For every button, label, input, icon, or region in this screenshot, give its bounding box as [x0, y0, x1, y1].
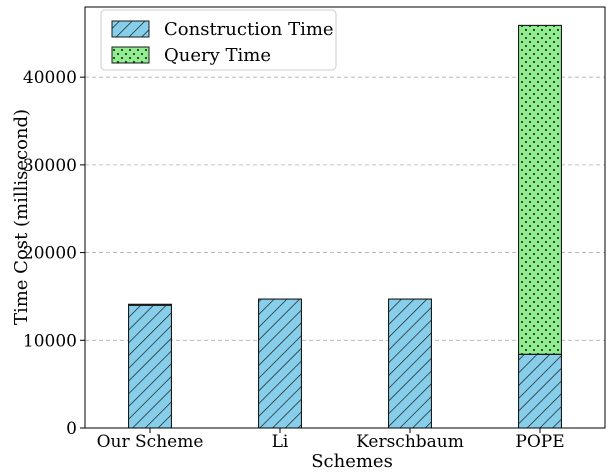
bar-hatch-construction-time-pope	[518, 353, 562, 429]
x-tick-label: Our Scheme	[97, 432, 204, 452]
x-axis-label: Schemes	[311, 451, 393, 472]
bar-hatch-construction-time-our-scheme	[128, 304, 172, 429]
legend-swatch-construction-time-hatch	[111, 20, 150, 38]
legend-box	[100, 9, 337, 71]
y-tick-label: 0	[66, 419, 77, 439]
bar-hatch-query-time-pope	[518, 24, 562, 355]
y-tick-label: 20000	[23, 244, 77, 264]
y-tick-label: 10000	[23, 331, 77, 351]
y-tick-label: 40000	[23, 68, 77, 88]
x-tick-label: Kerschbaum	[356, 432, 464, 452]
y-tick-label: 30000	[23, 156, 77, 176]
legend-entry-query-time: Query Time	[111, 45, 271, 66]
legend-swatch-query-time-hatch	[111, 46, 150, 64]
legend: Construction Time Query Time	[100, 9, 337, 71]
bar-hatch-query-time-our-scheme	[128, 303, 172, 306]
plot-frame	[84, 6, 606, 429]
legend-label-query-time: Query Time	[164, 45, 271, 66]
axis-ticks: 0 10000 20000 30000 40000 Our Scheme Li Kerschb…	[23, 68, 565, 452]
legend-entry-construction-time: Construction Time	[111, 19, 334, 40]
x-tick-label: Li	[272, 432, 289, 452]
legend-label-construction-time: Construction Time	[164, 19, 334, 40]
bar-hatch-construction-time-li	[258, 298, 302, 429]
y-axis-label: Time Cost (millisecond)	[11, 109, 32, 325]
bar-hatch-construction-time-kerschbaum	[388, 298, 432, 429]
x-tick-label: POPE	[515, 432, 564, 452]
bars	[128, 24, 562, 429]
